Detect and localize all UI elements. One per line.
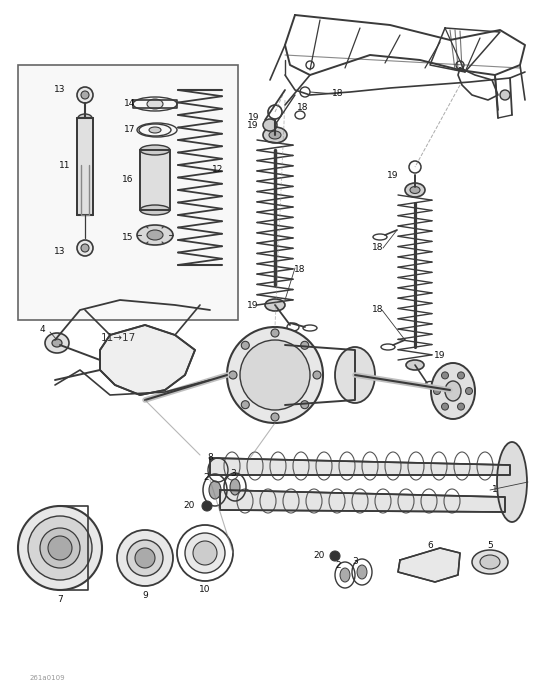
Text: 9: 9 bbox=[142, 592, 148, 601]
Ellipse shape bbox=[271, 413, 279, 421]
Ellipse shape bbox=[81, 91, 89, 99]
Ellipse shape bbox=[497, 442, 527, 522]
Text: 18: 18 bbox=[297, 103, 309, 112]
Ellipse shape bbox=[77, 87, 93, 103]
Text: 5: 5 bbox=[487, 541, 493, 550]
Ellipse shape bbox=[117, 530, 173, 586]
Bar bbox=[140, 150, 170, 210]
Polygon shape bbox=[210, 458, 510, 475]
Ellipse shape bbox=[263, 127, 287, 143]
Ellipse shape bbox=[445, 381, 461, 401]
Text: 19: 19 bbox=[434, 351, 446, 360]
Ellipse shape bbox=[227, 327, 323, 423]
Ellipse shape bbox=[263, 119, 277, 131]
Ellipse shape bbox=[140, 145, 170, 155]
Ellipse shape bbox=[313, 371, 321, 379]
Ellipse shape bbox=[340, 568, 350, 582]
Ellipse shape bbox=[241, 401, 249, 409]
Ellipse shape bbox=[442, 403, 449, 410]
Ellipse shape bbox=[193, 541, 217, 565]
Ellipse shape bbox=[202, 501, 212, 511]
Bar bbox=[18, 65, 238, 320]
Text: 18: 18 bbox=[294, 265, 306, 274]
Ellipse shape bbox=[466, 387, 473, 394]
Text: 1: 1 bbox=[492, 486, 498, 495]
Text: 11→17: 11→17 bbox=[100, 333, 136, 343]
Ellipse shape bbox=[458, 372, 465, 379]
Ellipse shape bbox=[458, 403, 465, 410]
Text: 16: 16 bbox=[122, 175, 133, 184]
Ellipse shape bbox=[271, 329, 279, 337]
Ellipse shape bbox=[357, 565, 367, 579]
Ellipse shape bbox=[442, 372, 449, 379]
Text: 19: 19 bbox=[248, 112, 260, 121]
Text: 19: 19 bbox=[247, 301, 259, 310]
Ellipse shape bbox=[18, 506, 102, 590]
Text: 17: 17 bbox=[123, 125, 135, 134]
Ellipse shape bbox=[265, 299, 285, 311]
Ellipse shape bbox=[500, 90, 510, 100]
Text: 12: 12 bbox=[212, 166, 223, 175]
Text: 18: 18 bbox=[372, 243, 384, 252]
Ellipse shape bbox=[149, 127, 161, 133]
Text: 3: 3 bbox=[230, 468, 236, 477]
Text: 15: 15 bbox=[122, 234, 133, 243]
Text: 10: 10 bbox=[199, 586, 211, 595]
Ellipse shape bbox=[335, 347, 375, 403]
Ellipse shape bbox=[410, 186, 420, 193]
Ellipse shape bbox=[28, 516, 92, 580]
Ellipse shape bbox=[241, 341, 249, 349]
Ellipse shape bbox=[269, 131, 281, 139]
Text: 4: 4 bbox=[39, 326, 45, 335]
Text: 261a0109: 261a0109 bbox=[30, 675, 66, 681]
Ellipse shape bbox=[147, 99, 163, 109]
Ellipse shape bbox=[185, 533, 225, 573]
Ellipse shape bbox=[301, 401, 309, 409]
Text: 20: 20 bbox=[313, 550, 325, 559]
Ellipse shape bbox=[81, 244, 89, 252]
Ellipse shape bbox=[209, 481, 221, 499]
Ellipse shape bbox=[301, 341, 309, 349]
Ellipse shape bbox=[431, 363, 475, 419]
Text: 20: 20 bbox=[184, 502, 195, 511]
Ellipse shape bbox=[77, 240, 93, 256]
Ellipse shape bbox=[230, 479, 240, 495]
Text: 18: 18 bbox=[332, 89, 344, 98]
Text: 7: 7 bbox=[57, 595, 63, 604]
Text: 18: 18 bbox=[372, 306, 384, 315]
Text: 13: 13 bbox=[54, 247, 66, 256]
Text: 19: 19 bbox=[247, 121, 259, 130]
Text: 11: 11 bbox=[59, 161, 70, 170]
Ellipse shape bbox=[405, 183, 425, 197]
Text: 6: 6 bbox=[427, 541, 433, 550]
Ellipse shape bbox=[229, 371, 237, 379]
Text: 8: 8 bbox=[207, 453, 213, 462]
Ellipse shape bbox=[45, 333, 69, 353]
Ellipse shape bbox=[434, 387, 441, 394]
Ellipse shape bbox=[48, 536, 72, 560]
Ellipse shape bbox=[135, 548, 155, 568]
Text: 2: 2 bbox=[203, 473, 209, 482]
Ellipse shape bbox=[240, 340, 310, 410]
Ellipse shape bbox=[137, 225, 173, 245]
Ellipse shape bbox=[52, 339, 62, 347]
Text: 19: 19 bbox=[387, 170, 398, 179]
Polygon shape bbox=[100, 325, 195, 395]
Bar bbox=[77, 118, 93, 215]
Ellipse shape bbox=[480, 555, 500, 569]
Ellipse shape bbox=[406, 360, 424, 370]
Polygon shape bbox=[398, 548, 460, 582]
Text: 3: 3 bbox=[352, 557, 358, 566]
Ellipse shape bbox=[472, 550, 508, 574]
Ellipse shape bbox=[127, 540, 163, 576]
Ellipse shape bbox=[330, 551, 340, 561]
Ellipse shape bbox=[140, 205, 170, 215]
Text: 2: 2 bbox=[335, 561, 341, 570]
Ellipse shape bbox=[40, 528, 80, 568]
Text: 14: 14 bbox=[124, 100, 135, 109]
Text: 13: 13 bbox=[54, 85, 66, 94]
Ellipse shape bbox=[78, 114, 92, 122]
Ellipse shape bbox=[147, 230, 163, 240]
Polygon shape bbox=[220, 490, 505, 512]
